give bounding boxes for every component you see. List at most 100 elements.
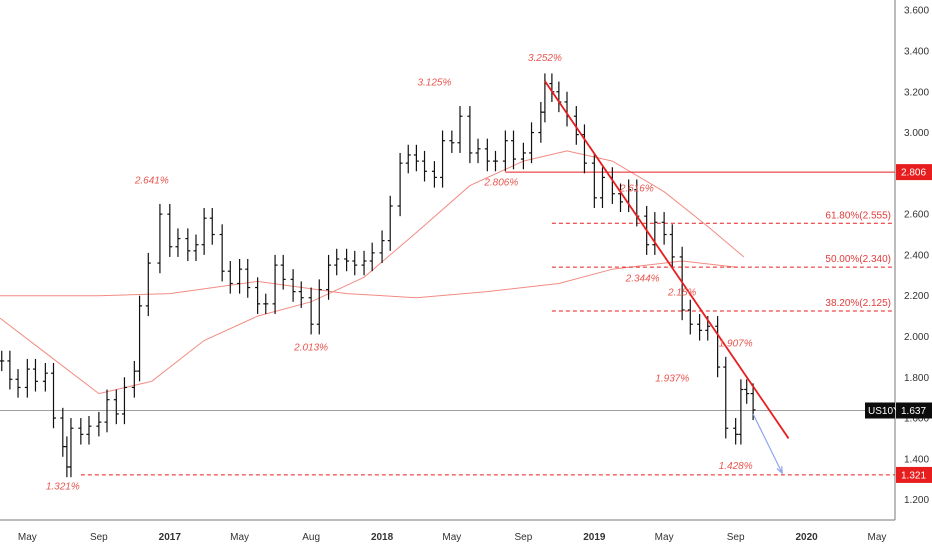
ohlc-bar — [352, 250, 358, 276]
ohlc-bar — [379, 230, 385, 264]
annotation-label: 2.641% — [134, 176, 169, 187]
ohlc-bar — [538, 101, 544, 143]
price-bars — [0, 73, 756, 478]
moving-average-slow — [0, 260, 736, 299]
ohlc-bar — [361, 250, 367, 276]
trendline — [544, 80, 790, 439]
ohlc-bar — [422, 150, 428, 182]
current-price-value: 1.637 — [901, 406, 926, 417]
ohlc-bar — [599, 167, 605, 208]
ohlc-bar — [326, 254, 332, 300]
x-axis: May Sep 2017 May Aug 2018 May Sep 2019 May Sep 2020… — [18, 532, 887, 543]
ohlc-bar — [113, 389, 119, 425]
ohlc-bar — [96, 411, 102, 437]
y-tick-label: 2.000 — [904, 332, 929, 343]
x-tick-label: Sep — [514, 532, 532, 543]
level-badge — [896, 466, 932, 483]
ohlc-bar — [556, 81, 562, 113]
ohlc-bar — [15, 369, 21, 398]
ohlc-bar — [397, 152, 403, 217]
x-tick-label: May — [442, 532, 461, 543]
y-tick-label: 3.400 — [904, 46, 929, 57]
annotation-label: 2.15% — [667, 288, 696, 299]
symbol-badge-label: US10Y — [868, 406, 900, 417]
x-tick-label: May — [655, 532, 674, 543]
level-badge-value: 2.806 — [901, 168, 926, 179]
x-tick-label: Sep — [90, 532, 108, 543]
level-badge — [896, 164, 932, 181]
ohlc-bar — [308, 287, 314, 335]
ohlc-bar — [219, 224, 225, 282]
annotation-label: 2.344% — [625, 273, 660, 284]
annotation-label: 2.616% — [619, 184, 654, 195]
ohlc-bar — [387, 195, 393, 251]
x-tick-label: 2017 — [159, 532, 182, 543]
ohlc-bar — [744, 379, 750, 404]
ohlc-bar — [413, 144, 419, 172]
x-tick-label: May — [18, 532, 37, 543]
projection-arrow — [752, 413, 783, 474]
y-tick-label: 3.000 — [904, 128, 929, 139]
ohlc-bar — [564, 91, 570, 127]
ohlc-bar — [78, 418, 84, 445]
ohlc-bar — [484, 138, 490, 172]
annotation-label: 1.937% — [655, 373, 689, 384]
annotation-label: 1.907% — [719, 339, 753, 350]
current-price-badge — [896, 402, 932, 419]
ohlc-bar — [121, 377, 127, 425]
ohlc-bar — [86, 416, 92, 445]
x-tick-label: Sep — [727, 532, 745, 543]
ohlc-bar — [492, 150, 498, 172]
fib-label: 50.00%(2.340) — [825, 254, 891, 265]
ohlc-bar — [104, 389, 110, 433]
ohlc-bar — [542, 73, 548, 123]
ohlc-bar — [237, 258, 243, 294]
ohlc-bar — [715, 316, 721, 378]
ohlc-bar — [449, 130, 455, 153]
level-badge-value: 1.321 — [901, 470, 926, 481]
ohlc-bar — [7, 350, 13, 390]
ohlc-bar — [185, 228, 191, 262]
ohlc-bar — [440, 130, 446, 188]
ohlc-bar — [431, 161, 437, 188]
fib-label: 38.20%(2.125) — [825, 298, 891, 309]
y-tick-label: 2.600 — [904, 210, 929, 221]
ohlc-bar — [369, 242, 375, 272]
ohlc-bar — [32, 358, 38, 392]
price-badges: 2.806 1.321 US10Y 1.637 — [865, 164, 932, 483]
ohlc-bar — [618, 183, 624, 213]
ohlc-bar — [263, 293, 269, 315]
ohlc-bar — [344, 248, 350, 272]
annotation-label: 2.013% — [293, 343, 328, 354]
ohlc-bar — [733, 418, 739, 445]
y-tick-label: 2.200 — [904, 291, 929, 302]
ohlc-bar — [687, 299, 693, 335]
ohlc-bar — [669, 224, 675, 268]
ohlc-bar — [24, 358, 30, 398]
y-tick-label: 2.400 — [904, 250, 929, 261]
ohlc-bar — [68, 418, 74, 478]
ohlc-bar — [167, 203, 173, 257]
x-tick-label: 2019 — [583, 532, 606, 543]
ohlc-bar — [467, 106, 473, 164]
ohlc-bar — [609, 167, 615, 204]
ohlc-bar — [529, 122, 535, 164]
ohlc-bar — [201, 208, 207, 255]
y-axis: 3.6003.4003.2003.0002.8002.6002.4002.200… — [904, 6, 929, 506]
ohlc-bar — [738, 379, 744, 445]
y-tick-label: 1.400 — [904, 454, 929, 465]
ohlc-bar — [0, 350, 5, 372]
ohlc-bar — [475, 138, 481, 164]
ohlc-bar — [334, 248, 340, 276]
ohlc-bar — [209, 208, 215, 245]
y-tick-label: 1.800 — [904, 373, 929, 384]
ohlc-bar — [227, 261, 233, 294]
trendline-group[interactable] — [544, 80, 790, 475]
chart-frame — [0, 0, 896, 521]
ohlc-bar — [502, 130, 508, 172]
ohlc-bar — [64, 436, 70, 478]
ohlc-bar — [520, 142, 526, 170]
ohlc-bar — [723, 356, 729, 439]
ohlc-bar — [175, 228, 181, 257]
